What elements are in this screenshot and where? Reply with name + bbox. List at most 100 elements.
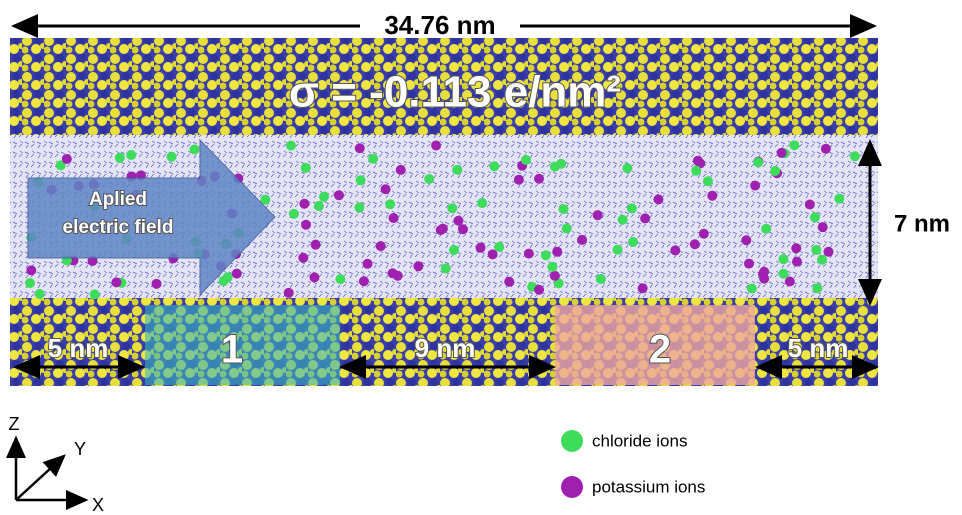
legend-label: chloride ions [592, 431, 687, 450]
ion [577, 235, 587, 245]
field-label: Aplied [89, 189, 147, 210]
ion [810, 212, 820, 222]
axis-label: Z [9, 414, 20, 434]
legend-label: potassium ions [592, 477, 705, 496]
ion [770, 166, 780, 176]
ion [640, 213, 650, 223]
ion [778, 269, 788, 279]
ion [359, 276, 369, 286]
ion [356, 175, 366, 185]
ion [289, 209, 299, 219]
ion [447, 203, 457, 213]
segment-label: 1 [221, 328, 243, 372]
ion [354, 202, 364, 212]
ion [628, 237, 638, 247]
ion [521, 155, 531, 165]
ion [223, 272, 233, 282]
ion [494, 242, 504, 252]
ion [593, 210, 603, 220]
field-label: electric field [63, 217, 174, 238]
ion [319, 192, 329, 202]
ion [741, 235, 751, 245]
ion [791, 243, 801, 253]
ion [778, 254, 788, 264]
axis-y [16, 456, 64, 500]
ion [489, 161, 499, 171]
ion [761, 224, 771, 234]
ion [393, 271, 403, 281]
segment-label: 9 nm [415, 333, 476, 363]
ion [534, 285, 544, 295]
ion [638, 283, 648, 293]
ion [301, 163, 311, 173]
ion [190, 144, 200, 154]
segment-label: 5 nm [788, 333, 849, 363]
ion [90, 289, 100, 299]
ion [111, 277, 121, 287]
ion [381, 184, 391, 194]
ion [314, 201, 324, 211]
ion [284, 288, 294, 298]
figure: Aplied electric field 34.76 nm σ = -0.11… [0, 0, 962, 515]
ion [699, 229, 709, 239]
ion [514, 175, 524, 185]
ion [785, 277, 795, 287]
ion [817, 255, 827, 265]
ion [449, 245, 459, 255]
legend-marker [561, 430, 583, 452]
segment-label: 5 nm [48, 333, 109, 363]
ion [62, 154, 72, 164]
charge-label: σ = -0.113 e/nm² [289, 68, 621, 117]
ion [707, 191, 717, 201]
ion [424, 174, 434, 184]
ion [152, 279, 162, 289]
ion [690, 239, 700, 249]
ion [703, 176, 713, 186]
ion [823, 247, 833, 257]
ion [476, 243, 486, 253]
ion [777, 148, 787, 158]
ion [458, 224, 468, 234]
ion [385, 199, 395, 209]
ion [477, 198, 487, 208]
ion [413, 261, 423, 271]
ion [759, 267, 769, 277]
ion [363, 259, 373, 269]
ion [562, 223, 572, 233]
ion [850, 151, 860, 161]
ion [25, 278, 35, 288]
ion [747, 283, 757, 293]
ion [335, 274, 345, 284]
ion [627, 203, 637, 213]
ion [309, 272, 319, 282]
ion [556, 159, 566, 169]
ion [452, 165, 462, 175]
ion [613, 245, 623, 255]
segment-label: 2 [649, 328, 671, 372]
axis-label: X [92, 495, 104, 515]
ion [35, 289, 45, 299]
ion [834, 194, 844, 204]
ion [812, 283, 822, 293]
ion [167, 152, 177, 162]
ion [550, 271, 560, 281]
ion [115, 153, 125, 163]
ion [789, 140, 799, 150]
ion [441, 263, 451, 273]
ion [126, 150, 136, 160]
ion [691, 166, 701, 176]
ion [396, 165, 406, 175]
ion [436, 225, 446, 235]
axis-label: Y [74, 439, 86, 459]
ion [811, 245, 821, 255]
ion [693, 156, 703, 166]
legend-marker [561, 476, 583, 498]
ion [232, 269, 242, 279]
ion [596, 274, 606, 284]
ion [792, 257, 802, 267]
ion [818, 222, 828, 232]
ion [376, 241, 386, 251]
ion [298, 253, 308, 263]
ion [547, 262, 557, 272]
ion [504, 277, 514, 287]
